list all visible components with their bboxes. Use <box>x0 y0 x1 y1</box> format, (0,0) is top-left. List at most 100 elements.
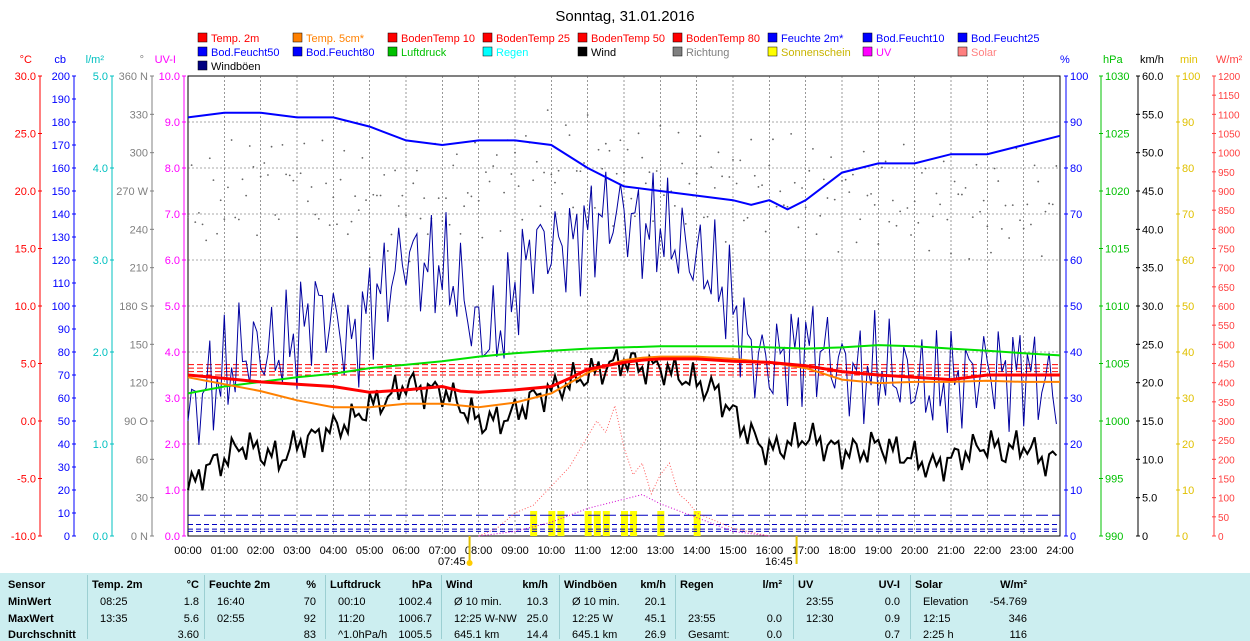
direction-point <box>735 182 738 185</box>
direction-point <box>550 173 553 176</box>
direction-point <box>274 214 277 216</box>
direction-point <box>485 171 487 174</box>
x-tick-label: 00:00 <box>174 545 202 557</box>
left-axis-tick-label: 4.0 <box>165 347 180 359</box>
stats-cell-label: 12:15 <box>923 613 951 625</box>
left-axis-tick-label: 110 <box>52 278 70 290</box>
direction-point <box>993 167 996 170</box>
direction-point <box>554 181 556 184</box>
stats-group-unit: km/h <box>522 579 548 591</box>
direction-point <box>782 204 785 207</box>
direction-point <box>597 148 600 151</box>
right-axis-tick-label: 100 <box>1070 71 1088 83</box>
direction-point <box>931 215 934 218</box>
stats-group-title: Feuchte 2m <box>209 579 271 591</box>
direction-point <box>383 174 386 176</box>
stats-cell-label: 12:30 <box>806 613 834 625</box>
direction-point <box>681 162 684 165</box>
stats-cell-value: 0.0 <box>766 629 782 641</box>
right-axis-tick-label: 55.0 <box>1142 109 1163 121</box>
right-axis-tick-label: 990 <box>1105 531 1123 543</box>
right-axis-unit: min <box>1180 54 1198 66</box>
direction-point <box>332 196 335 199</box>
direction-point <box>495 154 498 156</box>
left-axis-tick-label: 0.0 <box>93 531 108 543</box>
legend-label: Windböen <box>211 61 261 73</box>
direction-point <box>830 156 832 159</box>
direction-point <box>786 205 789 208</box>
direction-point <box>328 224 331 227</box>
left-axis-tick-label: 9.0 <box>165 117 180 129</box>
legend-swatch <box>482 46 493 57</box>
direction-point <box>626 148 629 151</box>
left-axis-tick-label: 240 <box>130 224 148 236</box>
sunshine-bar <box>657 511 665 536</box>
stats-group-title: Wind <box>446 579 473 591</box>
legend-label: Bod.Feucht50 <box>211 47 280 59</box>
direction-point <box>746 216 749 219</box>
direction-point <box>510 173 513 175</box>
direction-point <box>870 192 872 195</box>
direction-point <box>394 169 396 172</box>
stats-cell-value: 83 <box>303 629 316 641</box>
right-axis-tick-label: 1005 <box>1105 359 1129 371</box>
direction-point <box>873 204 876 206</box>
direction-point <box>917 221 920 224</box>
x-tick-label: 01:00 <box>211 545 239 557</box>
right-axis-tick-label: 40 <box>1182 347 1194 359</box>
direction-point <box>1051 203 1054 206</box>
direction-point <box>815 233 818 236</box>
direction-point <box>532 179 535 182</box>
direction-point <box>208 157 211 160</box>
stats-cell-value: -54.769 <box>989 596 1027 608</box>
x-tick-label: 14:00 <box>683 545 711 557</box>
right-axis-tick-label: 1050 <box>1218 130 1241 141</box>
direction-point <box>764 230 767 233</box>
right-axis-tick-label: 700 <box>1218 264 1235 275</box>
direction-point <box>336 223 338 226</box>
right-axis-tick-label: 35.0 <box>1142 263 1163 275</box>
left-axis-tick-label: 180 <box>52 117 70 129</box>
direction-point <box>706 215 709 218</box>
legend-label: Temp. 5cm* <box>306 33 365 45</box>
right-axis-tick-label: 900 <box>1218 187 1235 198</box>
direction-point <box>223 218 226 221</box>
direction-point <box>568 134 571 136</box>
direction-point <box>445 197 447 200</box>
direction-point <box>619 139 622 142</box>
stats-cell-value: 0.0 <box>766 613 782 625</box>
x-tick-label: 15:00 <box>719 545 747 557</box>
stats-separator <box>793 575 794 639</box>
direction-point <box>488 180 491 183</box>
stats-cell-value: 1.8 <box>183 596 199 608</box>
direction-point <box>401 194 404 197</box>
x-tick-label: 09:00 <box>501 545 529 557</box>
direction-point <box>452 164 455 167</box>
direction-point <box>205 239 208 242</box>
direction-point <box>285 173 287 176</box>
direction-point <box>477 199 480 202</box>
x-tick-label: 20:00 <box>901 545 929 557</box>
right-axis-tick-label: 70 <box>1182 209 1194 221</box>
direction-point <box>390 233 393 236</box>
direction-point <box>237 218 240 221</box>
sunshine-bar <box>557 511 565 536</box>
right-axis-tick-label: 10.0 <box>1142 454 1163 466</box>
x-tick-label: 04:00 <box>320 545 348 557</box>
right-axis-tick-label: 550 <box>1218 321 1235 332</box>
direction-point <box>859 218 862 221</box>
direction-point <box>663 194 665 197</box>
right-axis-tick-label: 0 <box>1070 531 1076 543</box>
direction-point <box>426 233 429 236</box>
right-axis-tick-label: 600 <box>1218 302 1235 313</box>
direction-point <box>299 172 302 175</box>
legend-label: BodenTemp 80 <box>686 33 760 45</box>
direction-point <box>325 182 327 185</box>
direction-point <box>939 203 941 206</box>
left-axis-tick-label: 10 <box>58 508 70 520</box>
direction-point <box>637 132 640 135</box>
direction-point <box>270 145 273 148</box>
direction-point <box>684 222 687 225</box>
direction-point <box>354 195 357 198</box>
direction-point <box>750 138 753 141</box>
